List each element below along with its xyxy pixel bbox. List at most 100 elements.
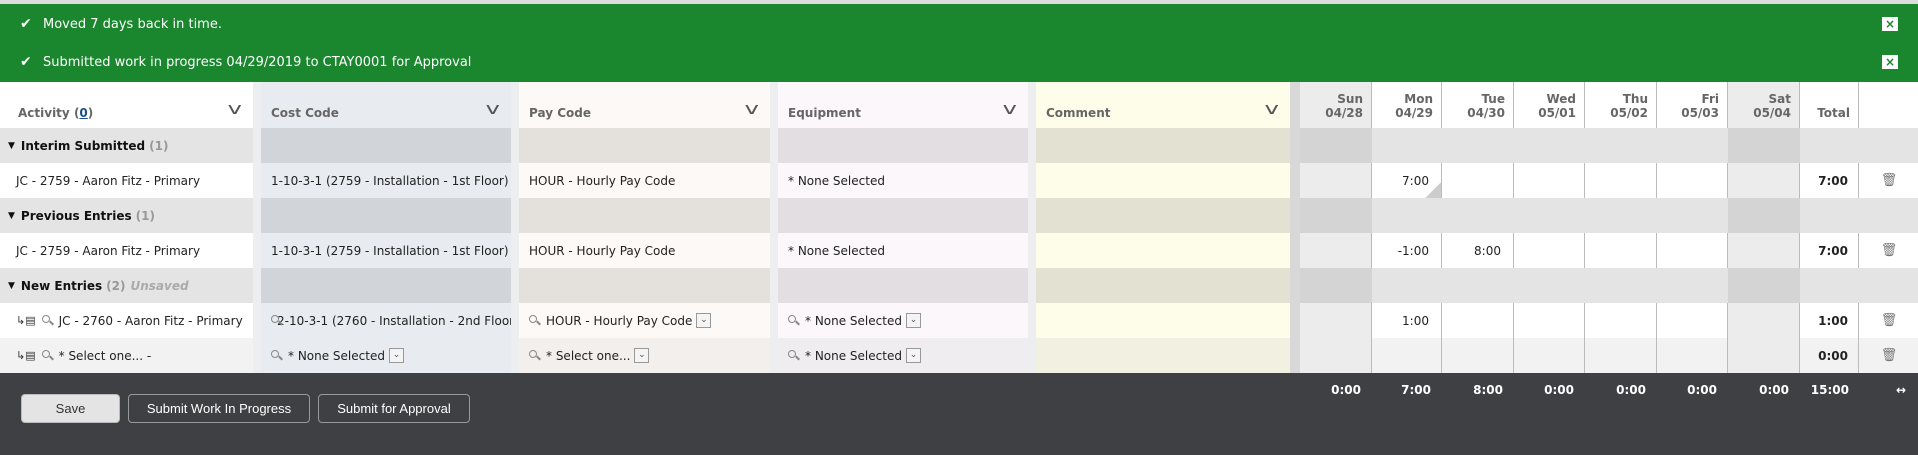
activity-cell[interactable]: JC - 2759 - Aaron Fitz - Primary (0, 233, 253, 268)
trash-icon[interactable]: 🗑 (1859, 303, 1918, 338)
collapse-triangle-icon[interactable]: ▼ (8, 280, 15, 291)
chevron-down-icon[interactable]: v (1264, 99, 1279, 118)
group-trash-cell (1859, 128, 1918, 163)
column-gap (511, 163, 519, 198)
trash-icon[interactable]: 🗑 (1859, 163, 1918, 198)
equipment-cell[interactable]: * None Selected ⌄ (778, 338, 1028, 373)
comment-cell[interactable] (1036, 303, 1290, 338)
chevron-down-icon[interactable]: v (744, 99, 759, 118)
close-notification-button[interactable]: × (1882, 55, 1898, 69)
hours-cell-mon[interactable]: 1:00 (1372, 303, 1442, 338)
trash-icon[interactable]: 🗑 (1859, 233, 1918, 268)
cost-cell[interactable]: 2-10-3-1 (2760 - Installation - 2nd Floo… (261, 303, 511, 338)
notification-moved: ✔ Moved 7 days back in time. (20, 14, 222, 34)
hours-cell-wed[interactable] (1514, 233, 1585, 268)
hours-cell-fri[interactable] (1657, 163, 1728, 198)
column-header-equipment[interactable]: Equipment v (778, 82, 1028, 128)
activity-count-link[interactable]: 0 (79, 106, 88, 120)
copy-row-icon[interactable]: ↳▤ (16, 349, 36, 362)
equipment-cell[interactable]: * None Selected ⌄ (778, 303, 1028, 338)
group-header[interactable]: ▼ Previous Entries (1) (0, 198, 253, 233)
search-icon[interactable] (529, 350, 540, 361)
hours-cell-sun[interactable] (1300, 233, 1372, 268)
dropdown-arrow-icon[interactable]: ⌄ (696, 313, 712, 328)
hours-cell-sun[interactable] (1300, 163, 1372, 198)
hours-cell-sat[interactable] (1728, 233, 1800, 268)
column-header-pay[interactable]: Pay Code v (519, 82, 770, 128)
chevron-down-icon[interactable]: v (1002, 99, 1017, 118)
dropdown-arrow-icon[interactable]: ⌄ (905, 313, 921, 328)
column-resize-handle[interactable] (770, 82, 778, 128)
dropdown-arrow-icon[interactable]: ⌄ (634, 348, 650, 363)
column-header-activity[interactable]: Activity (0) v (0, 82, 253, 128)
collapse-triangle-icon[interactable]: ▼ (8, 210, 15, 221)
hours-cell-sat[interactable] (1728, 303, 1800, 338)
search-icon[interactable] (271, 350, 282, 361)
hours-cell-tue[interactable] (1442, 338, 1514, 373)
comment-cell[interactable] (1036, 163, 1290, 198)
hours-cell-sun[interactable] (1300, 338, 1372, 373)
hours-cell-sat[interactable] (1728, 338, 1800, 373)
search-icon[interactable] (788, 315, 799, 326)
close-notification-button[interactable]: × (1882, 17, 1898, 31)
chevron-down-icon[interactable]: v (485, 99, 500, 118)
trash-icon[interactable]: 🗑 (1859, 338, 1918, 373)
pay-cell[interactable]: * Select one... ⌄ (519, 338, 770, 373)
hours-cell-mon[interactable]: 7:00 (1372, 163, 1442, 198)
hours-cell-fri[interactable] (1657, 338, 1728, 373)
column-header-comment[interactable]: Comment v (1036, 82, 1290, 128)
submit-for-approval-button[interactable]: Submit for Approval (318, 394, 470, 423)
hours-cell-sun[interactable] (1300, 303, 1372, 338)
submit-work-in-progress-button[interactable]: Submit Work In Progress (128, 394, 310, 423)
comment-cell[interactable] (1036, 233, 1290, 268)
pay-cell[interactable]: HOUR - Hourly Pay Code (519, 163, 770, 198)
hours-cell-fri[interactable] (1657, 303, 1728, 338)
comment-cell[interactable] (1036, 338, 1290, 373)
pay-cell[interactable]: HOUR - Hourly Pay Code ⌄ (519, 303, 770, 338)
column-resize-handle[interactable] (253, 82, 261, 128)
search-icon[interactable] (529, 315, 540, 326)
group-header[interactable]: ▼ Interim Submitted (1) (0, 128, 253, 163)
dropdown-arrow-icon[interactable]: ⌄ (388, 348, 404, 363)
hours-cell-mon[interactable] (1372, 338, 1442, 373)
group-header[interactable]: ▼ New Entries (2) Unsaved (0, 268, 253, 303)
collapse-triangle-icon[interactable]: ▼ (8, 140, 15, 151)
hours-cell-wed[interactable] (1514, 163, 1585, 198)
activity-cell[interactable]: ↳▤ JC - 2760 - Aaron Fitz - Primary (0, 303, 253, 338)
hours-cell-tue[interactable]: 8:00 (1442, 233, 1514, 268)
column-splitter[interactable] (1290, 82, 1300, 128)
hours-cell-wed[interactable] (1514, 338, 1585, 373)
hours-cell-mon[interactable]: -1:00 (1372, 233, 1442, 268)
dropdown-arrow-icon[interactable]: ⌄ (905, 348, 921, 363)
hours-cell-thu[interactable] (1585, 338, 1657, 373)
search-icon[interactable] (41, 315, 53, 326)
column-resize-handle[interactable] (1028, 82, 1036, 128)
column-gap (770, 163, 778, 198)
column-header-cost[interactable]: Cost Code v (261, 82, 511, 128)
cost-cell[interactable]: 1-10-3-1 (2759 - Installation - 1st Floo… (261, 163, 511, 198)
pay-cell[interactable]: HOUR - Hourly Pay Code (519, 233, 770, 268)
hours-cell-wed[interactable] (1514, 303, 1585, 338)
expand-columns-icon[interactable]: ↔ (1895, 383, 1906, 397)
copy-row-icon[interactable]: ↳▤ (16, 314, 36, 327)
search-icon[interactable] (41, 350, 53, 361)
column-resize-handle[interactable] (511, 82, 519, 128)
group-total-cell (1800, 268, 1859, 303)
hours-cell-fri[interactable] (1657, 233, 1728, 268)
activity-cell[interactable]: JC - 2759 - Aaron Fitz - Primary (0, 163, 253, 198)
cost-cell[interactable]: 1-10-3-1 (2759 - Installation - 1st Floo… (261, 233, 511, 268)
save-button[interactable]: Save (21, 394, 120, 423)
equipment-cell[interactable]: * None Selected (778, 163, 1028, 198)
hours-cell-thu[interactable] (1585, 163, 1657, 198)
search-icon[interactable] (788, 350, 799, 361)
hours-cell-thu[interactable] (1585, 303, 1657, 338)
hours-cell-tue[interactable] (1442, 163, 1514, 198)
hours-cell-thu[interactable] (1585, 233, 1657, 268)
chevron-down-icon[interactable]: v (227, 99, 242, 118)
equipment-cell[interactable]: * None Selected (778, 233, 1028, 268)
hours-cell-sat[interactable] (1728, 163, 1800, 198)
cost-cell[interactable]: * None Selected ⌄ (261, 338, 511, 373)
activity-cell[interactable]: ↳▤ * Select one... - (0, 338, 253, 373)
hours-cell-tue[interactable] (1442, 303, 1514, 338)
activity-value: JC - 2759 - Aaron Fitz - Primary (16, 243, 201, 258)
